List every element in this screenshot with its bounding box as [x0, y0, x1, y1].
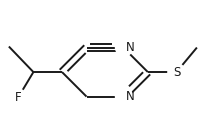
Circle shape: [116, 39, 133, 56]
Text: N: N: [126, 41, 135, 54]
Text: N: N: [126, 90, 135, 103]
Text: F: F: [15, 91, 21, 104]
Text: S: S: [173, 66, 180, 79]
Circle shape: [10, 89, 27, 106]
Circle shape: [116, 88, 133, 105]
Circle shape: [168, 63, 185, 81]
